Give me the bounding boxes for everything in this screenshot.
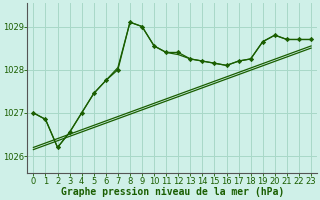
X-axis label: Graphe pression niveau de la mer (hPa): Graphe pression niveau de la mer (hPa) bbox=[60, 187, 284, 197]
